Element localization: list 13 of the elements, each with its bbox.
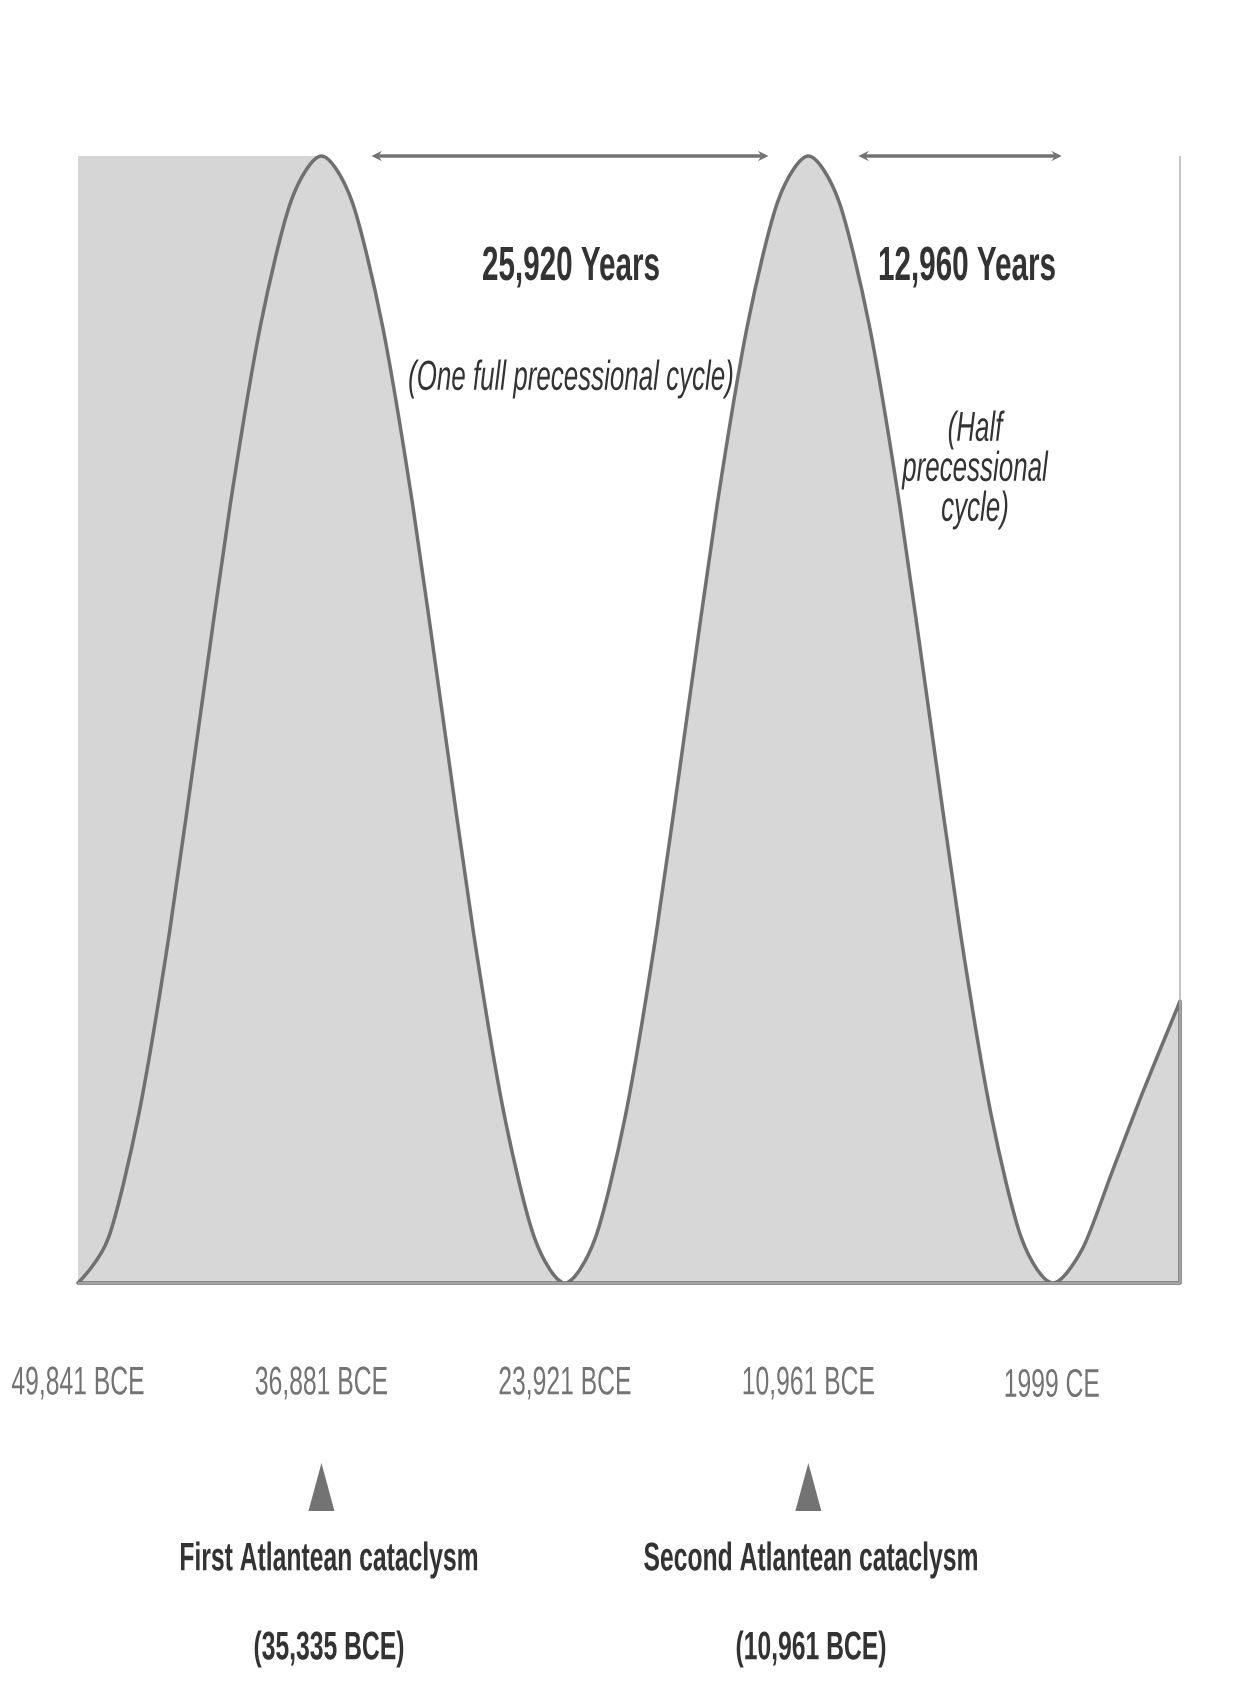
annotation: 12,960 Years [879,246,1055,288]
x-tick-label: 49,841 BCE [11,1366,144,1400]
text: First Atlantean cataclysm [180,1541,478,1579]
annotation: (Half precessional cycle) [901,410,1049,530]
annotation: (One full precessional cycle) [409,359,733,399]
text: Second Atlantean cataclysm [644,1541,977,1579]
text: (35,335 BCE) [254,1630,404,1668]
text: (10,961 BCE) [736,1630,886,1668]
x-tick-label: 1999 CE [1005,1368,1099,1398]
x-tick-label: 10,961 BCE [743,1366,874,1400]
x-tick-label: 36,881 BCE [255,1366,387,1400]
annotation: 25,920 Years [483,246,659,288]
x-tick-label: 23,921 BCE [499,1366,631,1400]
